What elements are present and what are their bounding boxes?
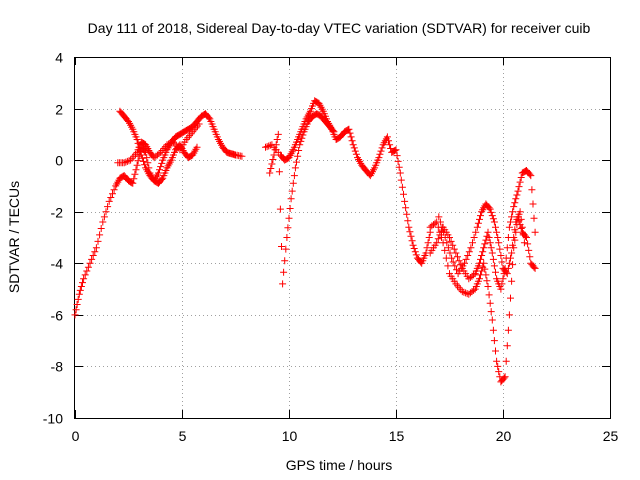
- series-8-markers: [435, 200, 528, 278]
- x-axis-label: GPS time / hours: [286, 457, 393, 473]
- series-4: [262, 97, 434, 267]
- x-tick-label: 10: [282, 428, 298, 444]
- y-tick-label: -2: [51, 205, 64, 221]
- series-4-markers: [262, 97, 434, 267]
- x-tick-label: 15: [389, 428, 405, 444]
- series-6: [426, 213, 539, 386]
- data-points: [71, 97, 539, 386]
- axis-ticks: 0 5 10 15 20 25 -10 -8 -6 -4 -2 0 2 4: [43, 50, 619, 445]
- series-5: [266, 110, 338, 288]
- series-3-markers: [114, 120, 203, 167]
- series-6-markers: [426, 213, 539, 386]
- y-tick-label: -4: [51, 256, 64, 272]
- x-tick-label: 25: [603, 428, 619, 444]
- y-tick-label: 0: [55, 153, 63, 169]
- x-tick-label: 0: [72, 428, 80, 444]
- y-tick-label: -10: [43, 411, 63, 427]
- plot-frame: [74, 57, 611, 419]
- series-3: [114, 120, 203, 167]
- series-8: [435, 200, 528, 278]
- y-tick-label: -6: [51, 308, 64, 324]
- series-5-markers: [266, 110, 338, 288]
- y-tick-label: 4: [55, 50, 63, 66]
- x-tick-label: 20: [496, 428, 512, 444]
- y-tick-label: -8: [51, 359, 64, 375]
- y-axis-label: SDTVAR / TECUs: [6, 181, 22, 293]
- x-tick-label: 5: [179, 428, 187, 444]
- grid-lines: [75, 57, 610, 418]
- chart-title: Day 111 of 2018, Sidereal Day-to-day VTE…: [88, 20, 591, 36]
- y-tick-label: 2: [55, 102, 63, 118]
